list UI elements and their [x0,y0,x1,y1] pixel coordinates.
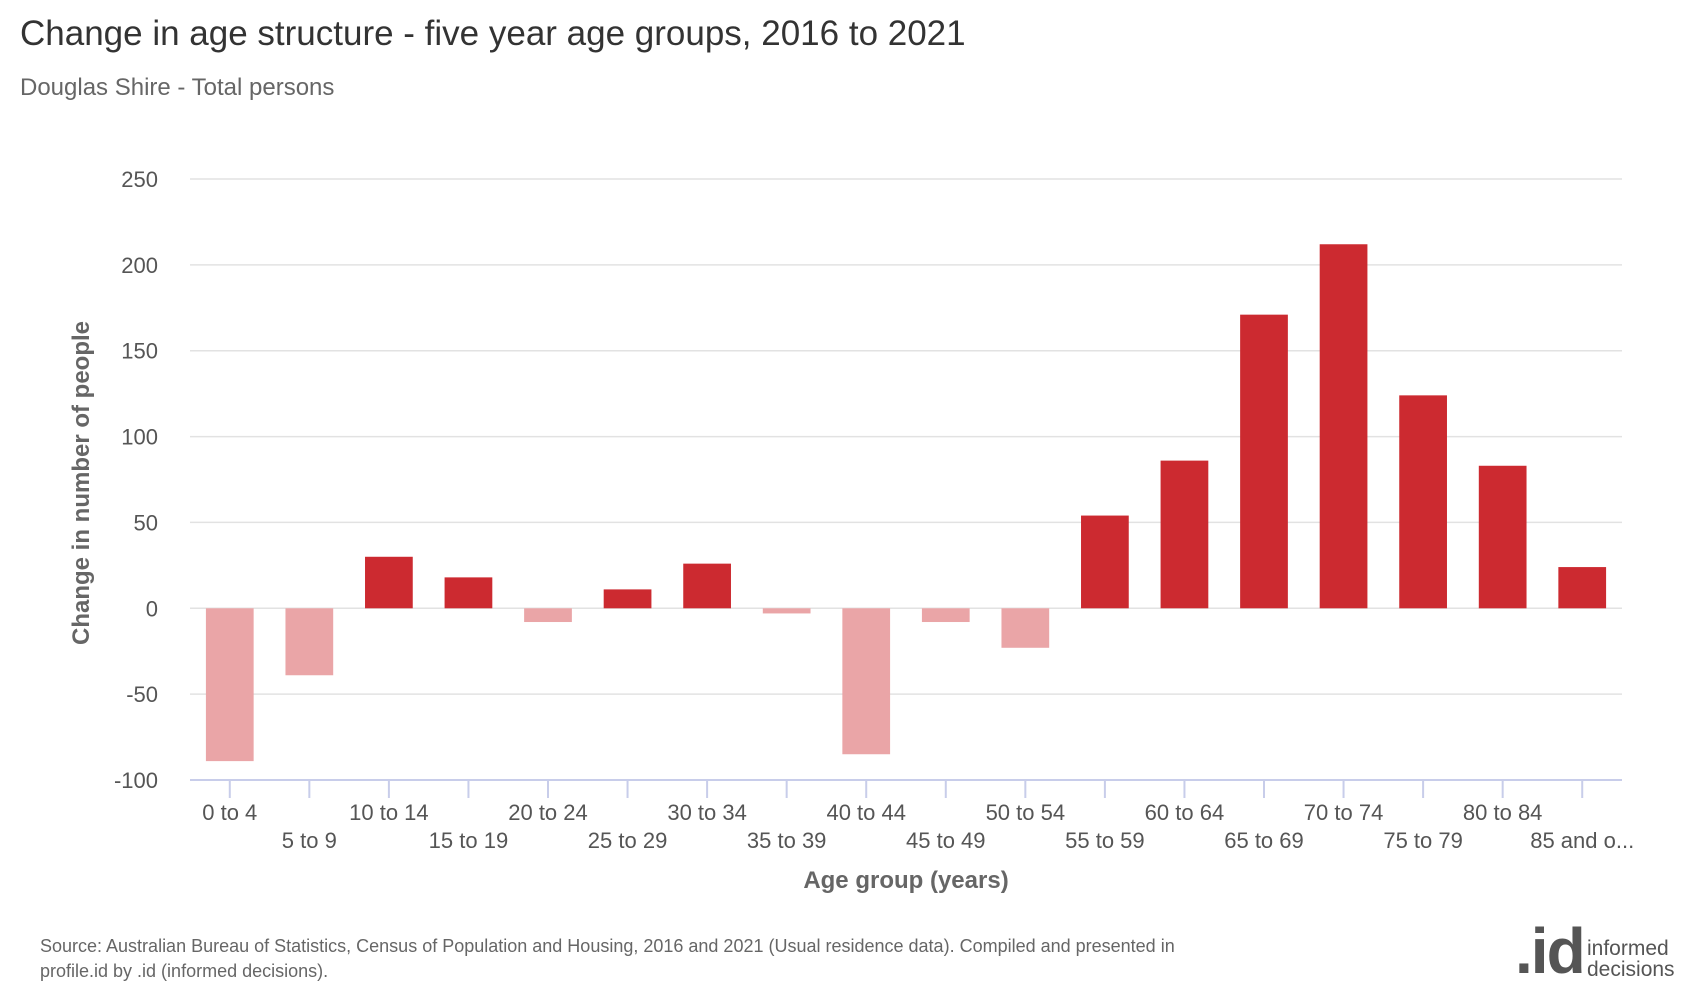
chart-subtitle: Douglas Shire - Total persons [20,74,335,101]
source-note: Source: Australian Bureau of Statistics,… [40,936,1175,981]
gridlines [190,178,1622,695]
bar-5-to-9 [285,608,334,676]
bar-75-to-79 [1399,395,1447,609]
y-tick-label: -50 [126,682,158,707]
bar-0-to-4 [205,608,254,762]
bar-60-to-64 [1160,460,1209,609]
logo-text: informed decisions [1587,938,1675,980]
bar-25-to-29 [603,589,652,609]
x-tick-label: 85 and o... [1530,828,1634,853]
bar-20-to-24 [524,608,572,623]
x-tick-label: 30 to 34 [667,800,747,825]
y-tick-label: 150 [121,339,158,364]
x-tick-label: 20 to 24 [508,800,588,825]
logo-line-1: informed [1587,937,1669,960]
bar-45-to-49 [921,608,970,623]
x-tick-label: 60 to 64 [1145,800,1225,825]
bar-50-to-54 [1001,608,1050,648]
bar-70-to-74 [1319,244,1368,609]
y-tick-label: 0 [146,596,158,621]
chart-title: Change in age structure - five year age … [20,14,966,53]
x-tick-label: 25 to 29 [588,828,668,853]
y-axis-ticks: -100 -50 0 50 100 150 200 250 [114,167,158,793]
bar-80-to-84 [1478,465,1527,609]
x-tick-label: 40 to 44 [826,800,906,825]
bar-65-to-69 [1240,314,1288,609]
bar-15-to-19 [444,577,493,609]
bar-30-to-34 [683,563,731,609]
y-tick-label: 50 [134,510,158,535]
x-tick-label: 75 to 79 [1383,828,1463,853]
bars [205,244,1607,762]
x-tick-label: 65 to 69 [1224,828,1304,853]
x-tick-label: 55 to 59 [1065,828,1145,853]
bar-40-to-44 [842,608,891,755]
bar-85-and-o- [1558,567,1607,609]
logo-line-2: decisions [1587,958,1675,981]
x-tick-label: 10 to 14 [349,800,429,825]
y-tick-label: -100 [114,768,158,793]
y-axis-title: Change in number of people [68,321,95,645]
bar-chart: -100 -50 0 50 100 150 200 250 0 to 4 5 to 9 10 to… [68,167,1634,894]
bar-55-to-59 [1081,515,1129,609]
x-tick-label: 0 to 4 [202,800,257,825]
x-tick-label: 5 to 9 [282,828,337,853]
bar-10-to-14 [365,556,413,609]
y-tick-label: 200 [121,253,158,278]
y-tick-label: 250 [121,167,158,192]
y-tick-label: 100 [121,425,158,450]
bar-35-to-39 [762,608,811,614]
id-logo: .id informed decisions [1515,916,1675,988]
x-axis [190,779,1622,798]
x-tick-label: 35 to 39 [747,828,827,853]
x-tick-label: 70 to 74 [1304,800,1384,825]
x-tick-label: 45 to 49 [906,828,986,853]
logo-mark: .id [1515,915,1586,987]
x-tick-label: 50 to 54 [986,800,1066,825]
x-axis-title: Age group (years) [803,867,1008,894]
x-tick-label: 15 to 19 [429,828,509,853]
x-tick-label: 80 to 84 [1463,800,1543,825]
